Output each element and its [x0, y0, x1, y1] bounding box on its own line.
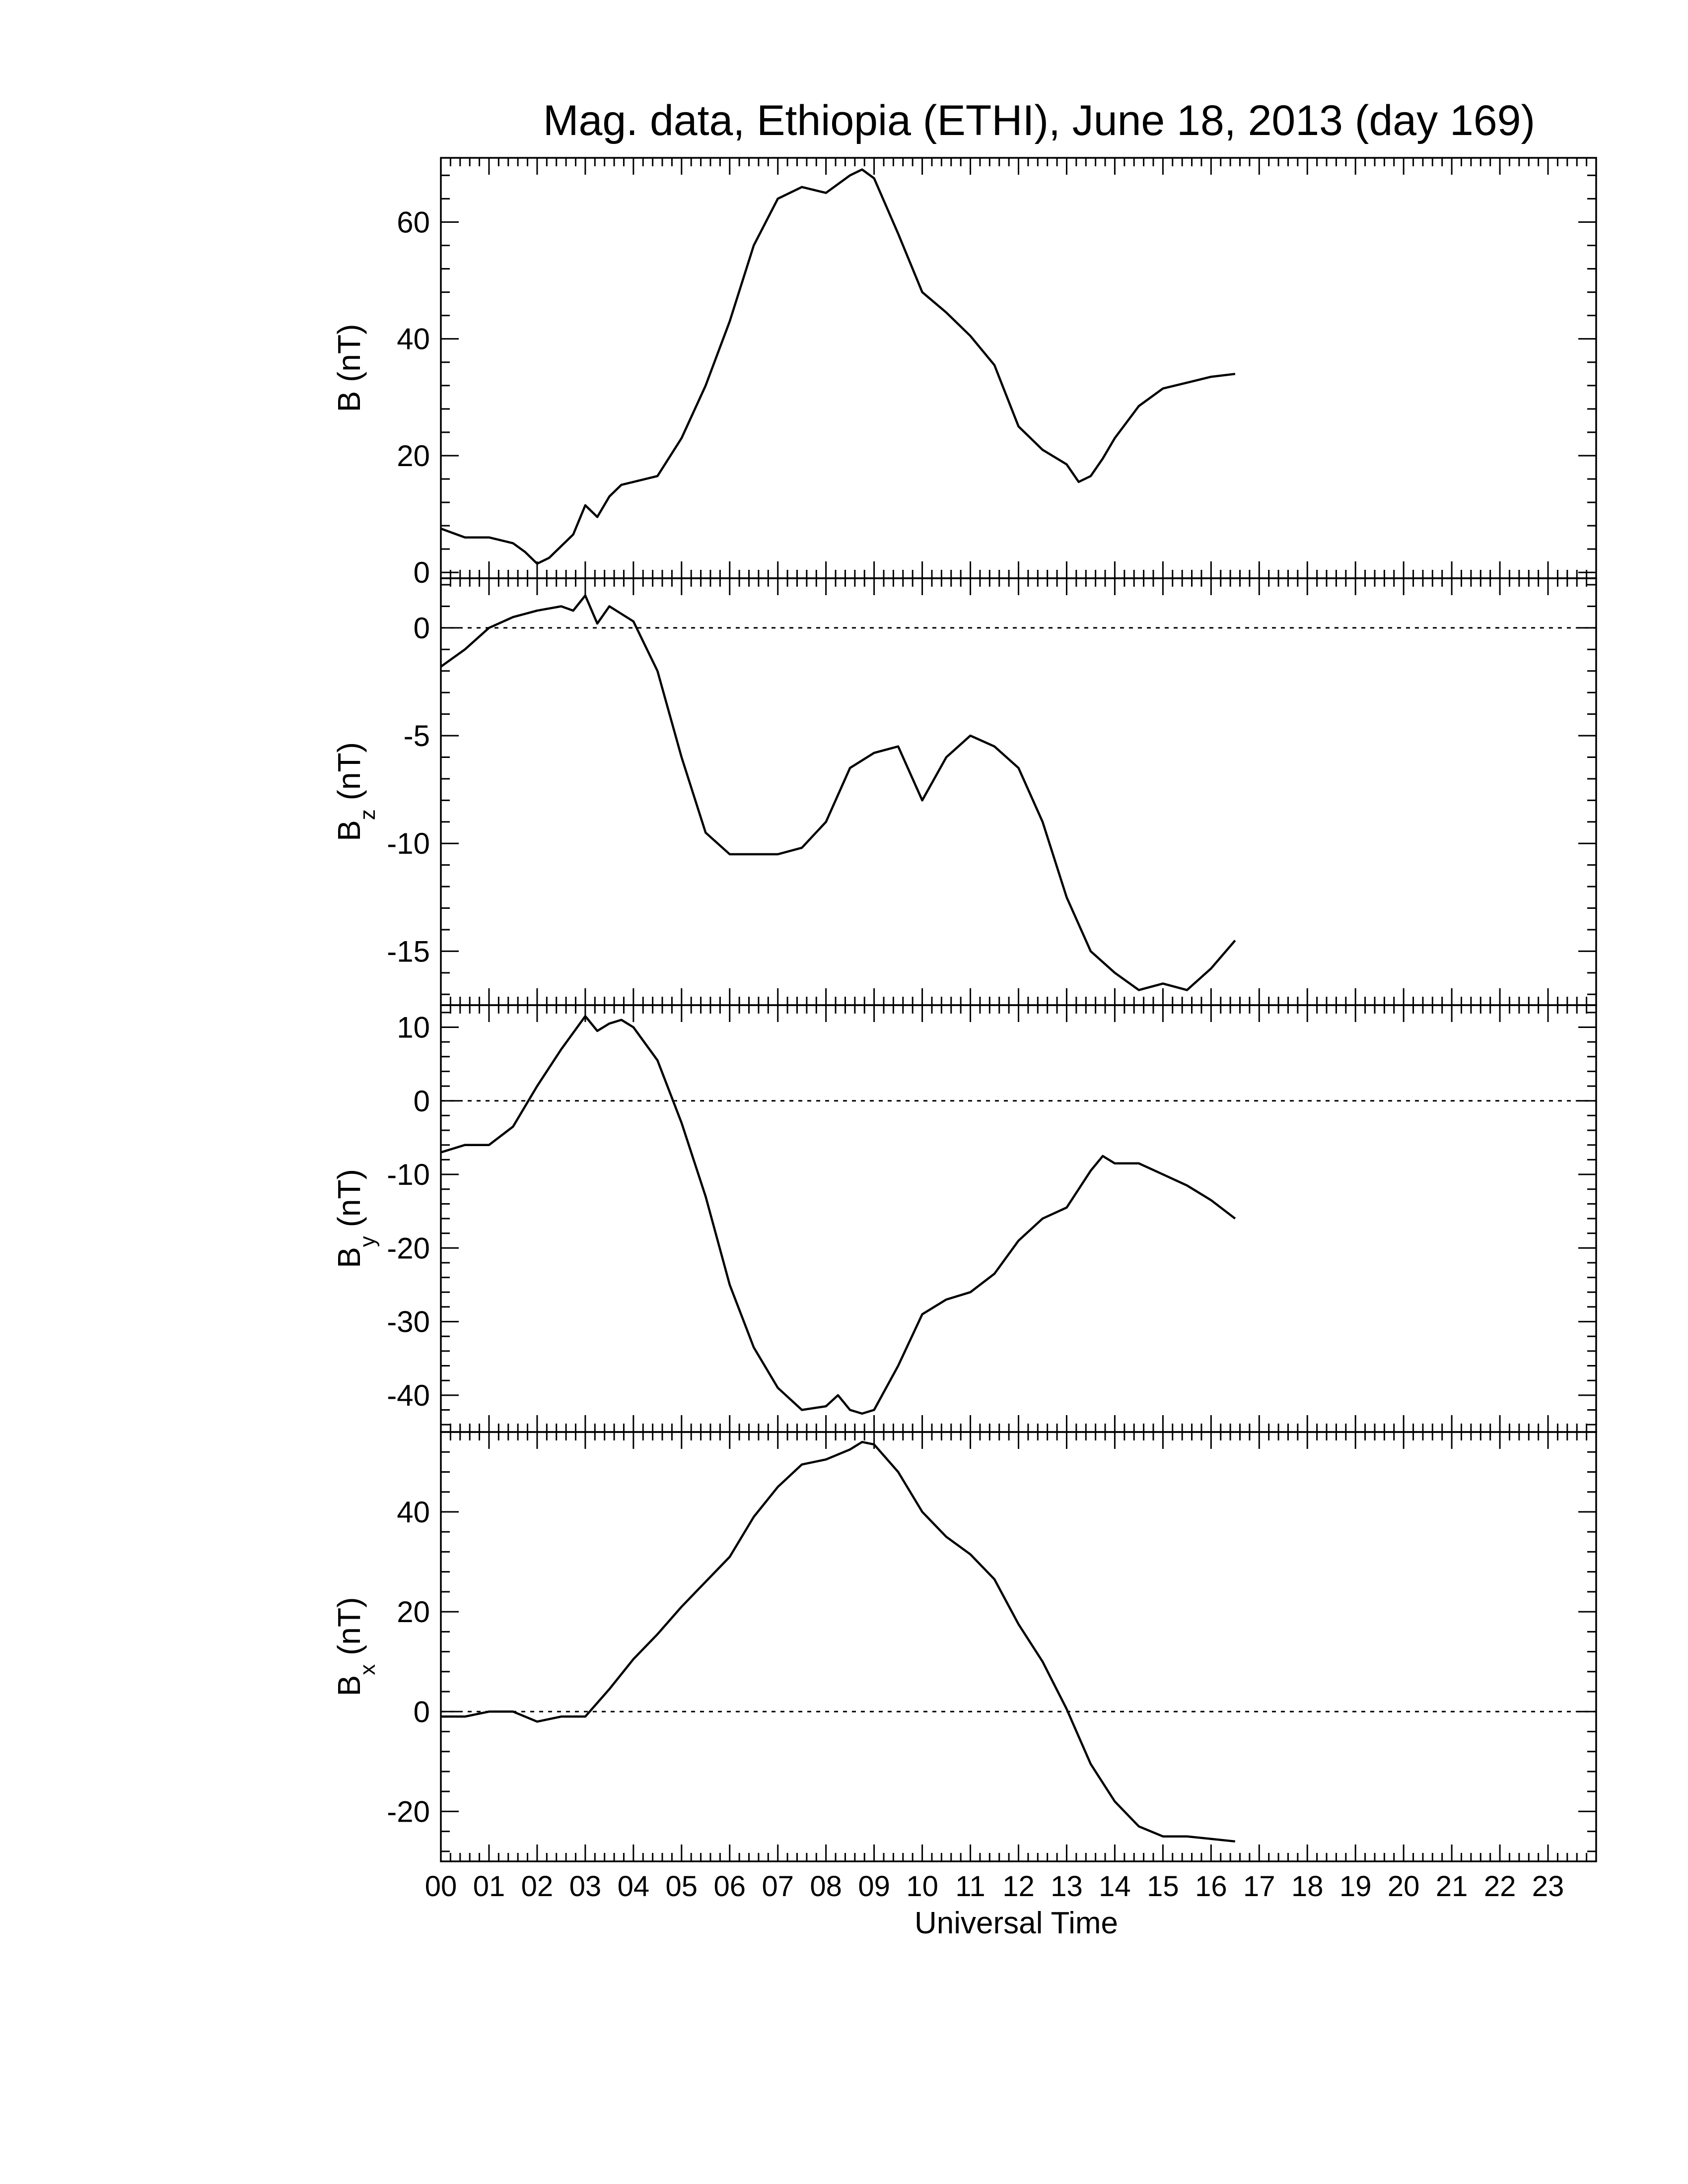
x-tick-label: 22 — [1484, 1870, 1516, 1903]
x-tick-label: 04 — [618, 1870, 650, 1903]
y-tick-label-by: -10 — [387, 1158, 430, 1191]
chart-title: Mag. data, Ethiopia (ETHI), June 18, 201… — [543, 97, 1535, 144]
y-tick-label-by: 0 — [414, 1085, 430, 1118]
panel-frame-bz — [440, 577, 1597, 1006]
x-tick-label: 03 — [569, 1870, 602, 1903]
y-ticks-by — [441, 1012, 1596, 1426]
panel-b: 0 20 40 60 B (nT) — [331, 157, 1597, 589]
x-tick-label: 05 — [666, 1870, 698, 1903]
panel-bx: 40 20 0 -20 Bx (nT) — [331, 1431, 1597, 1862]
x-ticks-by — [440, 1005, 1597, 1432]
y-ticks-b — [441, 174, 1596, 573]
y-tick-label-bz: -5 — [404, 719, 430, 752]
x-tick-label: 01 — [473, 1870, 505, 1903]
y-axis-label-b: B (nT) — [331, 324, 367, 412]
x-tick-label: 19 — [1339, 1870, 1372, 1903]
y-ticks-bz — [441, 584, 1596, 995]
y-tick-label-by: -20 — [387, 1231, 430, 1265]
x-ticks-b — [440, 158, 1597, 578]
y-tick-label-b: 0 — [414, 556, 430, 589]
y-tick-label-bx: 40 — [397, 1496, 430, 1529]
x-tick-label: 08 — [810, 1870, 842, 1903]
x-tick-label: 18 — [1291, 1870, 1324, 1903]
panel-by: 10 0 -10 -20 -30 -40 By (nT) — [331, 1004, 1597, 1433]
y-tick-label-bx: 0 — [414, 1695, 430, 1728]
y-tick-label-bx: 20 — [397, 1595, 430, 1629]
panel-bz: 0 -5 -10 -15 Bz (nT) — [331, 577, 1597, 1006]
x-tick-label: 10 — [906, 1870, 938, 1903]
y-axis-label-bz: Bz (nT) — [331, 742, 380, 841]
x-ticks-bx — [440, 1432, 1597, 1861]
y-ticks-bx — [441, 1431, 1596, 1852]
x-tick-label: 00 — [425, 1870, 457, 1903]
x-tick-label: 14 — [1099, 1870, 1131, 1903]
x-ticks-bz — [440, 578, 1597, 1005]
x-tick-label: 06 — [713, 1870, 746, 1903]
x-tick-label: 13 — [1051, 1870, 1083, 1903]
x-tick-label: 20 — [1388, 1870, 1420, 1903]
series-line-by — [440, 1015, 1236, 1415]
x-tick-label: 12 — [1002, 1870, 1035, 1903]
panel-frame-by — [440, 1004, 1597, 1433]
x-tick-label: 15 — [1147, 1870, 1179, 1903]
y-tick-label-bz: -15 — [387, 935, 430, 968]
x-tick-label: 23 — [1532, 1870, 1564, 1903]
y-tick-label-by: 10 — [397, 1011, 430, 1044]
x-axis-label: Universal Time — [914, 1906, 1118, 1940]
panel-frame-bx — [440, 1431, 1597, 1862]
x-tick-label: 16 — [1195, 1870, 1227, 1903]
series-line-bz — [440, 594, 1236, 991]
y-tick-label-bz: -10 — [387, 827, 430, 860]
series-line-bx — [441, 1440, 1236, 1843]
y-axis-label-by: By (nT) — [331, 1169, 380, 1268]
panels-group: 0 20 40 60 B (nT) 0 -5 -10 -15 Bz (nT) 10 0 -10 -20 -3… — [331, 157, 1597, 1862]
x-tick-label: 07 — [762, 1870, 794, 1903]
y-tick-label-bz: 0 — [414, 612, 430, 645]
y-tick-label-b: 40 — [397, 323, 430, 356]
x-tick-label: 09 — [858, 1870, 890, 1903]
y-tick-label-by: -40 — [387, 1379, 430, 1412]
y-tick-label-by: -30 — [387, 1305, 430, 1339]
y-tick-label-bx: -20 — [387, 1795, 430, 1828]
x-tick-labels: 00 01 02 03 04 05 06 07 08 09 10 11 12 13 14 15 16 17 18 19… — [425, 1870, 1564, 1903]
x-tick-label: 11 — [955, 1870, 985, 1903]
x-tick-label: 02 — [521, 1870, 554, 1903]
y-tick-label-b: 60 — [397, 205, 430, 239]
series-line-b — [440, 168, 1236, 565]
panel-frame-b — [440, 157, 1597, 579]
x-tick-label: 21 — [1436, 1870, 1468, 1903]
y-axis-label-bx: Bx (nT) — [331, 1597, 380, 1697]
y-tick-label-b: 20 — [397, 439, 430, 473]
x-tick-label: 17 — [1243, 1870, 1275, 1903]
